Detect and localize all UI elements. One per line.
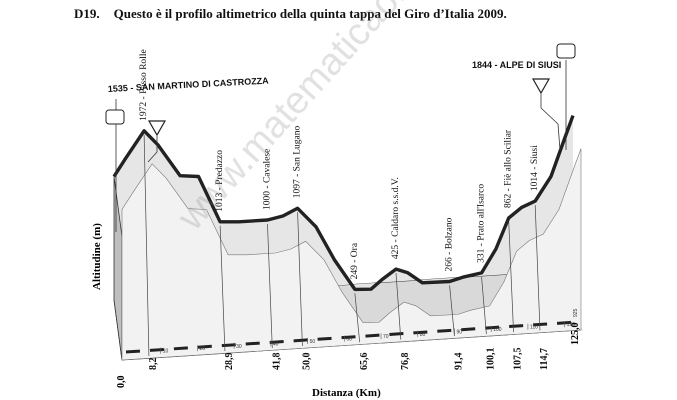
km-label: 28,9 (224, 353, 235, 371)
km-label: 76,8 (400, 353, 411, 371)
start-location-label: 1535 - SAN MARTINO DI CASTROZZA (108, 76, 270, 94)
x-tick-label: 90 (456, 329, 462, 335)
km-label: 8,2 (148, 358, 159, 371)
x-tick-label: 110 (530, 325, 538, 331)
waypoint-drop-line (297, 212, 303, 347)
km-label: 41,8 (271, 353, 282, 371)
waypoint-drop-line (267, 223, 273, 348)
waypoint-drop-line (481, 276, 487, 335)
waypoint-label: 1014 - Siusi (530, 145, 540, 191)
waypoint-drop-line (449, 285, 455, 337)
x-tick-label: 30 (236, 344, 242, 350)
climb-marker-icon (531, 78, 551, 95)
total-km-label: 125,0 (570, 323, 581, 346)
finish-sign-icon (556, 43, 576, 59)
waypoint-drop-line (354, 293, 361, 343)
x-tick-label: 60 (346, 337, 352, 343)
end-marker-label: 925 (573, 308, 579, 317)
climb-marker-icon (147, 120, 167, 137)
waypoint-label: 1972 - Passo Rolle (139, 49, 149, 121)
km-label: 65,6 (359, 353, 370, 371)
waypoint-drop-line (395, 273, 402, 340)
profile-front-face (121, 148, 582, 361)
x-tick-label: 10 (163, 349, 169, 355)
profile-line (112, 115, 575, 292)
question-text: D19. Questo è il profilo altimetrico dell… (74, 6, 507, 22)
km-label: 50,0 (302, 353, 313, 371)
km-label: 107,5 (513, 348, 524, 371)
x-tick-label: 70 (383, 334, 389, 340)
y-axis-title: Altitudine (m) (91, 223, 103, 290)
km-label: 91,4 (454, 353, 465, 371)
waypoint-label: 862 - Fiè allo Sciliar (504, 129, 514, 208)
waypoint-label: 249 - Ora (350, 242, 360, 279)
waypoint-drop-line (143, 134, 150, 357)
x-axis-title: Distanza (Km) (312, 387, 381, 399)
profile-area (114, 115, 573, 300)
waypoint-drop-line (508, 221, 514, 333)
x-tick-label: 50 (310, 339, 316, 345)
x-tick-label: 100 (493, 327, 502, 333)
waypoint-drop-line (219, 225, 226, 352)
x-tick-label: 120 (567, 322, 576, 328)
climb-leader-line (147, 136, 158, 163)
x-tick-label: 40 (273, 341, 279, 347)
start-km-label: 0,0 (116, 376, 127, 389)
waypoint-label: 1013 - Predazzo (215, 150, 225, 212)
climb-leader-line (540, 94, 561, 151)
waypoint-label: 1097 - San Lugano (293, 125, 303, 198)
road-stripe (125, 320, 578, 354)
waypoint-label: 266 - Bolzano (445, 217, 455, 271)
profile-group: 10 20 30 40 50 60 70 80 90 100 110 120 925 1972 - Pas… (91, 43, 582, 399)
waypoint-drop-line (534, 205, 541, 331)
x-tick-label: 80 (420, 332, 426, 338)
waypoint-label: 425 - Caldaro s.s.d.V. (391, 177, 401, 259)
waypoint-label: 331 - Prato all'Isarco (477, 184, 487, 263)
km-label: 100,1 (486, 348, 497, 371)
start-sign-icon (105, 109, 125, 125)
km-label: 114,7 (539, 348, 550, 370)
question-body: Questo è il profilo altimetrico della qu… (113, 6, 507, 21)
finish-location-label: 1844 - ALPE DI SIUSI (472, 60, 561, 70)
waypoint-label: 1000 - Cavalese (262, 149, 272, 210)
x-tick-label: 20 (199, 346, 205, 352)
question-number: D19. (74, 6, 100, 21)
